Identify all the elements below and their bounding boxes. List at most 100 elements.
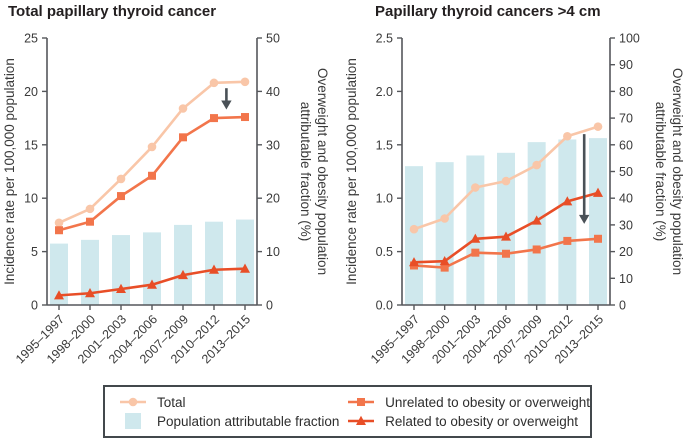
- triangle-marker: [531, 215, 542, 225]
- decline-arrow-head: [579, 214, 590, 224]
- right-axis-label: Overweight and obesity populationattribu…: [298, 68, 330, 275]
- series-unrelated: [55, 113, 249, 235]
- right-tick-label: 30: [266, 138, 280, 152]
- left-tick-label: 15: [24, 138, 38, 152]
- square-marker: [594, 234, 602, 243]
- series-total: [54, 77, 250, 228]
- right-tick-label: 70: [619, 112, 633, 126]
- right-tick-label: 40: [266, 85, 280, 99]
- left-tick-label: 2.5: [376, 32, 393, 46]
- square-marker: [241, 113, 249, 122]
- legend-column-right: Unrelated to obesity or overweight Relat…: [346, 394, 590, 429]
- circle-marker: [54, 218, 64, 228]
- triangle-marker: [501, 231, 511, 241]
- right-tick-label: 60: [619, 138, 633, 152]
- circle-marker: [593, 122, 603, 131]
- left-tick-label: 2.0: [376, 85, 393, 99]
- circle-marker: [85, 204, 95, 214]
- paf-bar: [143, 232, 161, 305]
- circle-marker: [147, 142, 157, 152]
- right-tick-label: 100: [619, 32, 640, 46]
- right-tick-label: 0: [266, 299, 273, 313]
- square-marker: [563, 236, 572, 245]
- chart-title-left: Total papillary thyroid cancer: [8, 3, 217, 20]
- left-tick-label: 1.5: [376, 138, 393, 152]
- right-axis-label: Overweight and obesity populationattribu…: [653, 68, 685, 275]
- triangle-marker: [178, 269, 188, 280]
- left-axis-label: Incidence rate per 100,000 population: [2, 58, 17, 285]
- square-marker: [532, 245, 541, 254]
- legend-box: Total Population attributable fraction U…: [103, 385, 592, 438]
- right-tick-label: 10: [266, 245, 280, 259]
- square-marker: [471, 248, 480, 257]
- swatch-marker: [128, 397, 138, 407]
- right-tick-label: 50: [266, 32, 280, 46]
- circle-marker: [178, 104, 188, 113]
- legend-label-total: Total: [157, 394, 186, 410]
- legend-item-paf: Population attributable fraction: [118, 413, 346, 429]
- decline-arrow-head: [221, 100, 232, 110]
- circle-marker: [409, 224, 419, 234]
- paf-bar: [405, 166, 423, 305]
- chart-right: 0.0 0.5 1.0 1.5 2.0 2.5 0 10 20 30 40 50 60 70 80 90 100…: [344, 32, 685, 367]
- right-tick-label: 20: [619, 245, 633, 259]
- left-tick-label: 0.5: [376, 245, 393, 259]
- triangle-marker: [439, 256, 450, 266]
- triangle-marker: [593, 187, 603, 197]
- paf-bar: [50, 243, 68, 305]
- chart-title-right: Papillary thyroid cancers >4 cm: [375, 3, 601, 20]
- chart-panel-right: Papillary thyroid cancers >4 cm 0.0 0.5 1.…: [342, 0, 685, 375]
- legend-label-related: Related to obesity or overweight: [385, 413, 578, 429]
- paf-bar: [81, 239, 99, 305]
- circle-marker: [240, 77, 250, 87]
- right-tick-label: 30: [619, 218, 633, 232]
- right-tick-label: 40: [619, 192, 633, 206]
- circle-marker: [440, 214, 449, 223]
- triangle-marker: [209, 264, 219, 274]
- legend-item-total: Total: [118, 394, 346, 410]
- legend-item-related: Related to obesity or overweight: [346, 413, 590, 429]
- line-triangle-glyph: [348, 415, 375, 425]
- swatch-marker: [357, 398, 366, 406]
- triangle-marker: [54, 290, 64, 300]
- paf-bar: [589, 138, 607, 305]
- triangle-marker: [470, 233, 481, 243]
- circle-marker: [209, 78, 219, 88]
- line-circle-glyph: [120, 397, 146, 407]
- square-marker: [210, 114, 218, 123]
- square-marker: [179, 133, 187, 142]
- paf-bar: [174, 224, 192, 305]
- paf-bar: [558, 139, 577, 305]
- left-tick-label: 1.0: [376, 192, 393, 206]
- right-tick-label: 50: [619, 165, 633, 179]
- triangle-marker: [85, 288, 95, 298]
- triangle-marker: [562, 196, 573, 206]
- triangle-marker: [240, 263, 250, 273]
- related-line-triangle-swatch: [346, 413, 376, 429]
- square-marker: [86, 217, 94, 226]
- legend-item-unrelated: Unrelated to obesity or overweight: [346, 394, 590, 410]
- right-tick-label: 0: [619, 299, 626, 313]
- paf-bar-swatch: [118, 413, 148, 429]
- square-marker: [440, 263, 449, 272]
- series-related: [54, 263, 250, 300]
- circle-marker: [116, 174, 126, 184]
- series-related: [409, 187, 603, 267]
- paf-bars: [405, 138, 607, 305]
- paf-swatch-rect: [125, 413, 141, 429]
- left-tick-label: 0: [31, 299, 38, 313]
- paf-bar: [497, 152, 515, 305]
- left-tick-label: 10: [24, 192, 38, 206]
- left-tick-label: 0.0: [376, 299, 393, 313]
- square-marker: [148, 171, 156, 180]
- right-tick-label: 20: [266, 192, 280, 206]
- series-line-total: [58, 80, 246, 224]
- paf-bar: [205, 221, 223, 305]
- square-marker: [117, 192, 125, 201]
- right-tick-label: 10: [619, 272, 633, 286]
- legend-column-left: Total Population attributable fraction: [118, 394, 346, 429]
- circle-marker: [471, 183, 480, 192]
- square-marker: [55, 226, 63, 235]
- swatch-marker: [356, 415, 367, 425]
